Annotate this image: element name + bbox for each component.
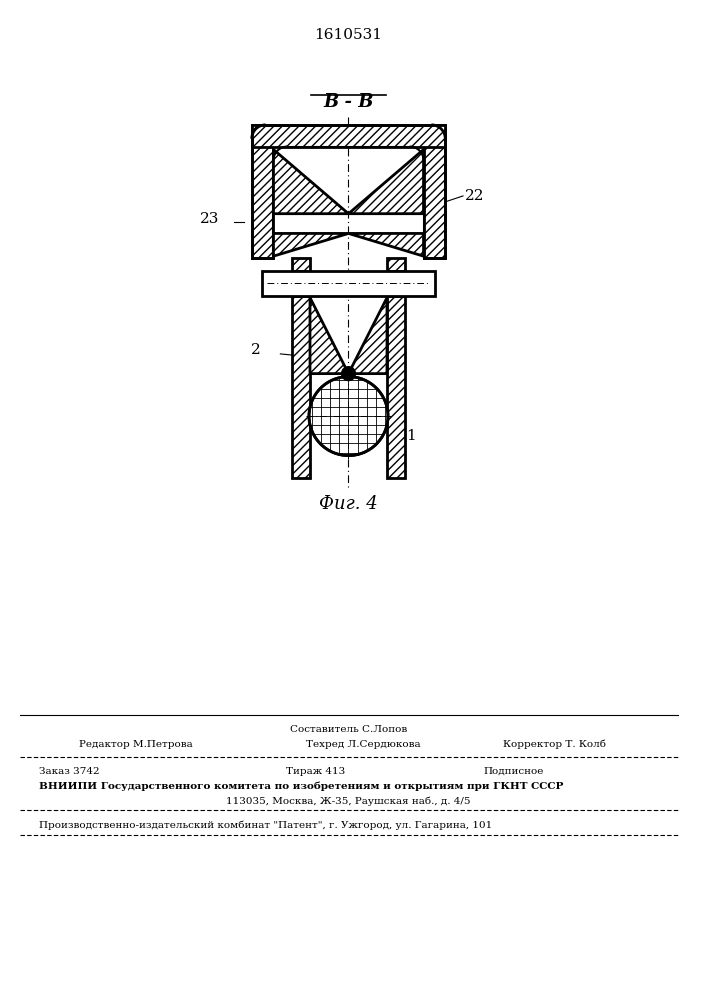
Text: 1: 1 — [406, 429, 416, 443]
Circle shape — [309, 377, 388, 456]
Polygon shape — [252, 125, 274, 258]
Polygon shape — [292, 296, 310, 478]
Polygon shape — [310, 298, 349, 374]
Polygon shape — [274, 150, 349, 214]
Text: Составитель С.Лопов: Составитель С.Лопов — [290, 725, 407, 734]
Polygon shape — [387, 258, 405, 271]
Polygon shape — [387, 296, 405, 478]
Text: Заказ 3742: Заказ 3742 — [40, 767, 100, 776]
Text: Тираж 413: Тираж 413 — [286, 767, 346, 776]
Circle shape — [341, 367, 356, 381]
Polygon shape — [349, 298, 387, 374]
Polygon shape — [252, 125, 445, 147]
Polygon shape — [274, 233, 349, 256]
Text: 23: 23 — [200, 212, 220, 226]
Polygon shape — [262, 271, 436, 296]
Polygon shape — [292, 258, 310, 271]
Text: 2: 2 — [251, 343, 260, 357]
Text: Подписное: Подписное — [484, 767, 544, 776]
Text: Фиг. 4: Фиг. 4 — [319, 495, 378, 513]
Text: 113035, Москва, Ж-35, Раушская наб., д. 4/5: 113035, Москва, Ж-35, Раушская наб., д. … — [226, 796, 471, 806]
Text: Корректор Т. Колб: Корректор Т. Колб — [503, 740, 607, 749]
Text: ВНИИПИ Государственного комитета по изобретениям и открытиям при ГКНТ СССР: ВНИИПИ Государственного комитета по изоб… — [40, 781, 564, 791]
Text: B - B: B - B — [323, 93, 374, 111]
Text: Техред Л.Сердюкова: Техред Л.Сердюкова — [306, 740, 421, 749]
Polygon shape — [423, 125, 445, 258]
Text: 22: 22 — [465, 189, 484, 203]
Polygon shape — [349, 150, 423, 214]
Text: 1610531: 1610531 — [315, 28, 382, 42]
Polygon shape — [349, 233, 423, 256]
Text: Редактор М.Петрова: Редактор М.Петрова — [79, 740, 193, 749]
Text: Производственно-издательский комбинат "Патент", г. Ужгород, ул. Гагарина, 101: Производственно-издательский комбинат "П… — [40, 821, 493, 830]
